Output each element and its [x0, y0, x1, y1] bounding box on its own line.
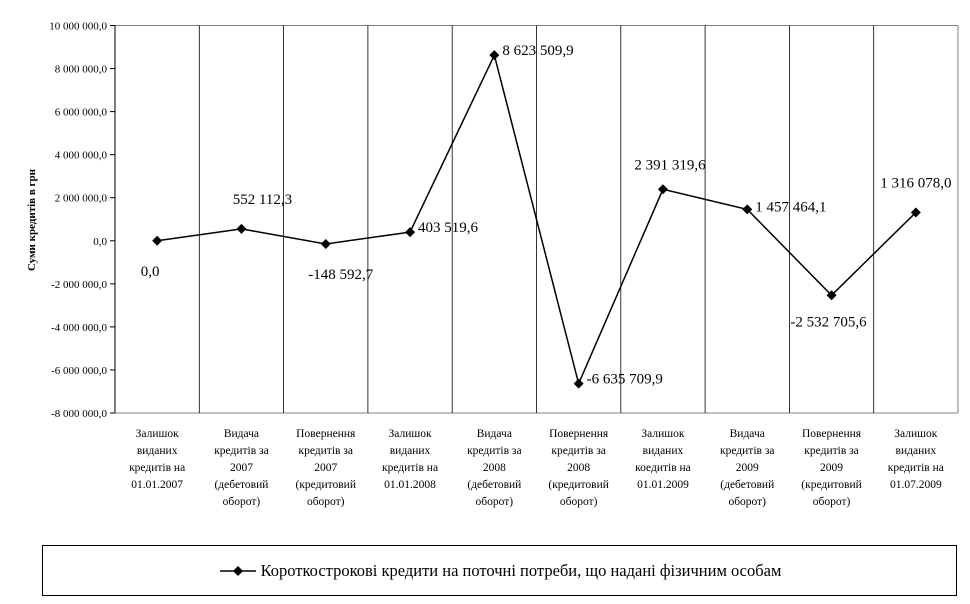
x-tick-label-line: Видача: [223, 428, 260, 440]
data-point-marker: [910, 207, 921, 218]
x-tick-label-line: 01.07.2009: [889, 479, 942, 491]
x-tick-label: Видача кредитів за 2008 (дебетовий оборот): [452, 426, 536, 511]
x-tick-label-line: оборот): [306, 496, 345, 508]
data-label: -6 635 709,9: [587, 372, 663, 388]
x-tick-label-line: Залишок: [641, 428, 685, 440]
x-tick-label-line: (дебетовий: [467, 479, 522, 491]
data-point-marker: [742, 204, 753, 215]
data-point-marker: [320, 238, 331, 249]
x-tick-label-line: (кредитовий: [801, 479, 862, 491]
x-tick-label-line: кредитів за: [467, 445, 522, 457]
data-label: 1 316 078,0: [880, 175, 951, 191]
y-tick-label: 0,0: [93, 236, 107, 248]
x-tick-label-line: (дебетовий: [214, 479, 269, 491]
data-label: 1 457 464,1: [755, 199, 826, 215]
data-point-marker: [152, 235, 163, 246]
x-tick-label: Видача кредитів за 2009 (дебетовий оборот): [705, 426, 789, 511]
legend: Короткострокові кредити на поточні потре…: [42, 545, 957, 596]
x-tick-label-line: виданих: [136, 445, 178, 457]
data-label: 552 112,3: [233, 192, 292, 208]
x-tick-label-line: виданих: [895, 445, 937, 457]
x-tick-label-line: коедитів на: [635, 462, 691, 474]
data-point-marker: [573, 378, 584, 389]
y-tick-label: -6 000 000,0: [51, 365, 107, 377]
x-tick-label-line: 01.01.2007: [131, 479, 184, 491]
x-tick-label-line: кредитів на: [129, 462, 186, 474]
x-tick-label-line: виданих: [642, 445, 684, 457]
x-tick-label-line: 01.01.2009: [637, 479, 689, 491]
data-label: -2 532 705,6: [790, 314, 867, 330]
data-label: 8 623 509,9: [502, 43, 573, 59]
series-line: [157, 52, 917, 386]
y-tick-label: -2 000 000,0: [51, 279, 107, 291]
x-tick-label-line: 2007: [314, 462, 338, 474]
x-tick-label-line: Видача: [476, 428, 512, 440]
x-tick-label-line: (кредитовий: [548, 479, 609, 491]
x-tick-label-line: 2007: [229, 462, 253, 474]
x-tick-label-line: кредитів за: [720, 445, 775, 457]
x-tick-label-line: оборот): [559, 496, 598, 508]
y-tick-label: 8 000 000,0: [55, 64, 108, 76]
x-tick-label-line: Видача: [729, 428, 765, 440]
data-label: 403 519,6: [418, 220, 479, 236]
legend-marker-icon: [219, 565, 256, 576]
x-tick-label-line: оборот): [812, 496, 851, 508]
data-point-marker: [489, 50, 500, 61]
x-tick-label-line: Залишок: [388, 428, 432, 440]
data-label: 0,0: [141, 264, 160, 280]
x-tick-label: Повернення кредитів за 2009 (кредитовий обор…: [789, 426, 873, 511]
y-tick-label: 2 000 000,0: [55, 193, 108, 205]
data-point-marker: [236, 223, 247, 234]
data-point-marker: [657, 184, 668, 195]
x-tick-label-line: кредитів за: [214, 445, 269, 457]
x-tick-label: Залишок виданих кредитів на 01.01.2007: [115, 426, 199, 494]
x-tick-label-line: 2009: [735, 462, 759, 474]
x-tick-label-line: (дебетовий: [720, 479, 775, 491]
x-tick-label-line: 2008: [567, 462, 591, 474]
y-tick-label: 10 000 000,0: [49, 21, 107, 33]
x-tick-label-line: Залишок: [135, 428, 179, 440]
x-tick-label: Залишок виданих кредитів на 01.01.2008: [368, 426, 452, 494]
data-point-marker: [826, 290, 837, 301]
x-tick-label: Повернення кредитів за 2008 (кредитовий обор…: [537, 426, 621, 511]
y-tick-label: 4 000 000,0: [55, 150, 108, 162]
x-tick-label-line: кредитів за: [551, 445, 606, 457]
x-tick-label-line: кредитів за: [298, 445, 353, 457]
x-tick-label-line: Повернення: [549, 428, 609, 440]
x-tick-label-line: Залишок: [894, 428, 938, 440]
y-tick-label: -8 000 000,0: [51, 408, 107, 420]
x-tick-label-line: оборот): [222, 496, 261, 508]
x-tick-label: Видача кредитів за 2007 (дебетовий оборот): [199, 426, 283, 511]
x-tick-label: Залишок виданих кредитів на 01.07.2009: [874, 426, 958, 494]
legend-label: Короткострокові кредити на поточні потре…: [260, 560, 782, 580]
data-label: 2 391 319,6: [634, 157, 706, 173]
x-tick-label-line: 2008: [482, 462, 506, 474]
data-point-marker: [405, 227, 416, 238]
x-tick-label-line: (кредитовий: [295, 479, 356, 491]
x-tick-label: Залишок виданих коедитів на 01.01.2009: [621, 426, 705, 494]
x-tick-label: Повернення кредитів за 2007 (кредитовий обор…: [284, 426, 368, 511]
y-tick-label: -4 000 000,0: [51, 322, 107, 334]
x-tick-label-line: 01.01.2008: [384, 479, 436, 491]
y-tick-label: 6 000 000,0: [55, 107, 108, 119]
data-label: -148 592,7: [308, 267, 373, 283]
x-tick-label-line: Повернення: [296, 428, 356, 440]
x-tick-label-line: кредитів на: [381, 462, 439, 474]
x-tick-label-line: оборот): [475, 496, 514, 508]
x-tick-label-line: кредитів на: [887, 462, 944, 474]
x-tick-label-line: 2009: [820, 462, 844, 474]
x-tick-label-line: виданих: [389, 445, 431, 457]
x-tick-label-line: Повернення: [801, 428, 862, 440]
x-tick-label-line: оборот): [728, 496, 767, 508]
y-axis-label: Суми кредитів в грн: [26, 169, 38, 271]
x-tick-label-line: кредитів за: [804, 445, 859, 457]
